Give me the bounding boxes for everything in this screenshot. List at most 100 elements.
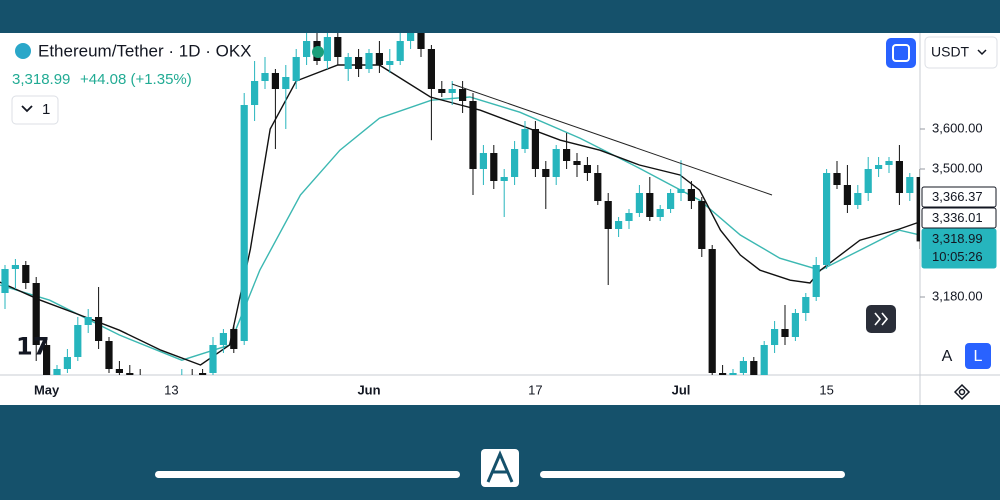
candle-body [864,169,872,193]
auto-scale-button[interactable] [934,343,960,369]
candle-body [459,89,467,101]
candle-body [739,361,747,373]
candle-body [563,149,571,161]
fullscreen-button[interactable] [886,38,916,68]
candle-body [583,165,591,173]
candle-body [916,177,920,242]
chevron-icon [977,49,987,56]
candle-body [781,329,789,337]
price-label: 3,336.01 [932,210,983,225]
candle-body [63,357,71,369]
candle-body [261,73,269,81]
candle-body [303,41,311,57]
header-change: +44.08 (+1.35%) [80,71,192,88]
decor-bar [540,471,845,478]
candle-body [53,369,61,375]
x-tick-label: Jun [357,382,380,397]
candle-body [199,373,207,375]
candle-body [479,153,487,169]
candle-body [667,193,675,209]
candle-body [511,149,519,177]
moving-average-line [0,64,919,366]
candle-body [292,57,300,81]
candle-body [230,329,238,349]
candle-body [386,61,394,65]
price-label-box [921,186,997,208]
candle-body [708,249,716,373]
candle-body [209,345,217,373]
candle-body [115,369,123,373]
y-tick-label: 3,600.00 [932,120,983,135]
candle-body [438,89,446,93]
candle-body [760,345,768,375]
candle-body [407,33,415,41]
candle-body [854,193,862,205]
candle-body [750,361,758,375]
candle-body [95,317,103,341]
candle-body [251,81,259,105]
candle-body [448,89,456,93]
symbol-icon [15,43,31,59]
header-price: 3,318.99 [12,71,70,88]
candle-body [365,53,373,69]
brand-logo-mark [486,450,514,483]
candle-body [885,161,893,165]
chevron-icon [21,105,33,113]
candle-body [240,105,248,341]
countdown-label: 10:05:26 [932,249,983,264]
candle-body [843,185,851,205]
candle-body [552,149,560,177]
candle-body [22,265,30,283]
price-label-box [921,207,997,229]
candle-body [812,265,820,297]
candle-body [490,153,498,181]
candle-body [656,209,664,217]
x-tick-label: Jul [672,382,691,397]
candle-body [791,313,799,337]
x-tick-label: May [34,382,60,397]
candle-body [334,37,342,57]
chart-title: Ethereum/Tether · 1D · OKX [38,41,252,60]
candle-body [323,37,331,61]
settings-icon[interactable] [953,383,971,401]
plot-area [0,33,920,375]
moving-average-line [0,96,919,361]
candle-body [875,165,883,169]
candle-body [74,325,82,357]
candle-body [625,213,633,221]
scale-button-label: A [942,348,953,365]
tv-logo: 𝟭𝟳 [16,333,49,360]
candle-body [396,41,404,61]
scale-button-label: L [974,348,983,365]
price-label-box [921,228,997,269]
candle-body [11,265,19,269]
candle-body [1,269,9,293]
currency-button[interactable] [924,36,998,69]
candle-body [282,77,290,89]
candle-body [573,161,581,165]
candle-body [427,49,435,89]
candle-body [105,341,113,369]
x-tick-label: 15 [819,382,833,397]
interval-label: 1 [42,101,50,118]
candle-body [521,129,529,149]
candle-body [355,57,363,69]
candle-body [833,173,841,185]
candle-body [344,57,352,69]
decor-bar [155,471,460,478]
currency-label: USDT [931,44,970,60]
candle-body [375,53,383,65]
candle-body [823,173,831,265]
interval-button[interactable] [11,95,59,125]
y-tick-label: 3,500.00 [932,160,983,175]
candle-body [646,193,654,217]
candle-body [729,373,737,375]
candle-body [906,177,914,193]
candle-body [635,193,643,213]
candle-body [417,33,425,49]
status-dot [312,46,324,58]
candle-body [531,129,539,169]
x-tick-label: 13 [164,382,178,397]
log-scale-button[interactable] [965,343,991,369]
candle-body [32,283,40,345]
